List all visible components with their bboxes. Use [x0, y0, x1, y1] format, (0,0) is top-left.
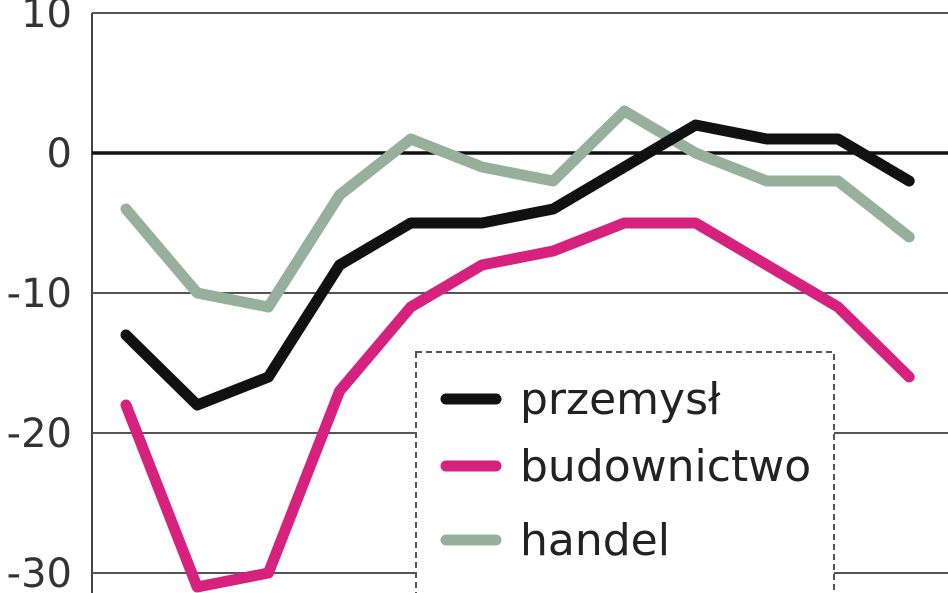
legend-box	[415, 351, 835, 593]
legend-label-handel: handel	[520, 515, 670, 566]
y-tick-label: -20	[7, 411, 72, 457]
y-tick-label: -10	[7, 271, 72, 317]
legend-label-przemysl: przemysł	[520, 374, 721, 425]
legend: przemysł budownictwo handel	[415, 351, 835, 593]
series-line-handel	[120, 105, 915, 313]
y-tick-label: 0	[47, 131, 72, 177]
y-tick-label: 10	[21, 0, 72, 37]
legend-label-budownictwo: budownictwo	[520, 441, 811, 492]
y-tick-label: -30	[7, 551, 72, 593]
series-layer	[120, 105, 915, 593]
y-tick-labels: 10 0 -10 -20 -30	[7, 0, 72, 593]
series-line-przemysl	[120, 119, 915, 411]
series-line-budownictwo	[120, 217, 915, 593]
